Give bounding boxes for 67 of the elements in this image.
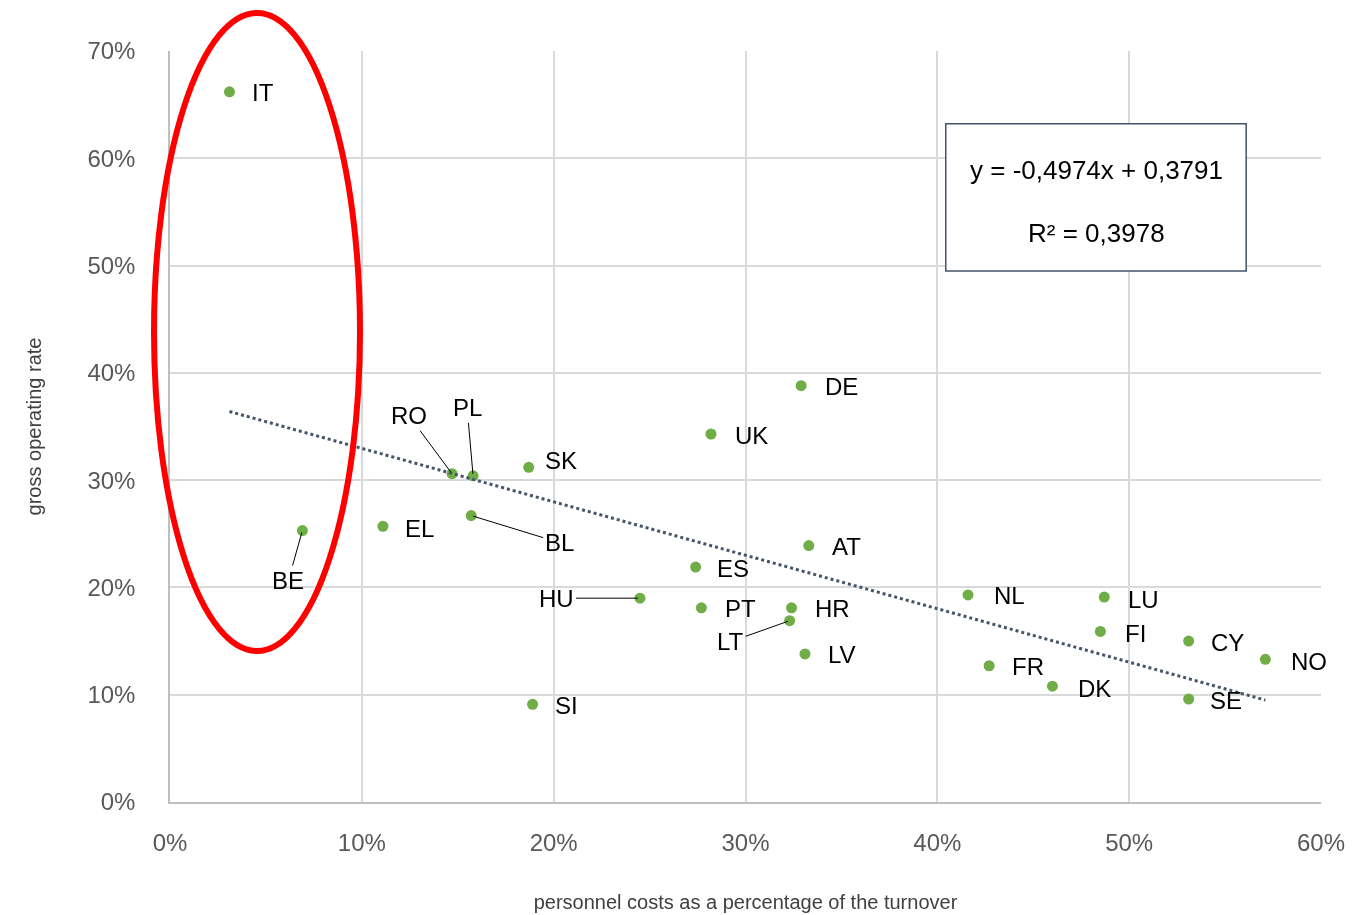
x-tick-label: 20% — [529, 828, 578, 856]
point — [690, 561, 702, 573]
point — [784, 615, 796, 627]
data-label: RO — [391, 402, 427, 429]
point — [296, 525, 308, 537]
data-label: LU — [1128, 586, 1159, 613]
data-label: CY — [1211, 629, 1245, 656]
data-label: ES — [717, 555, 750, 582]
data-label: BE — [272, 567, 305, 594]
point — [795, 380, 807, 392]
data-label: FR — [1012, 653, 1044, 680]
data-label: LV — [828, 641, 856, 668]
y-tick-label: 0% — [100, 788, 136, 816]
point — [223, 86, 235, 98]
data-label: HR — [815, 595, 850, 622]
point — [527, 698, 539, 710]
point — [1094, 625, 1106, 637]
point — [962, 589, 974, 601]
data-label: BL — [545, 529, 575, 556]
data-label: UK — [735, 422, 769, 449]
data-label: DK — [1078, 675, 1112, 702]
data-label: PL — [453, 394, 483, 421]
x-axis-title: personnel costs as a percentage of the turnover — [533, 890, 958, 913]
y-tick-label: 60% — [87, 144, 136, 172]
point — [705, 428, 717, 440]
data-label: NL — [994, 582, 1025, 609]
point — [523, 461, 535, 473]
point — [803, 540, 815, 552]
data-label: SI — [555, 692, 578, 719]
y-tick-label: 70% — [87, 37, 136, 65]
annotation: y = -0,4974x + 0,3791 — [970, 155, 1223, 185]
data-label: NO — [1291, 648, 1327, 675]
point — [1098, 591, 1110, 603]
point — [634, 592, 646, 604]
data-label: DE — [825, 373, 859, 400]
y-tick-label: 10% — [87, 681, 136, 709]
x-tick-label: 60% — [1296, 828, 1346, 856]
point — [799, 648, 811, 660]
point — [1046, 680, 1058, 692]
y-axis-title: gross operating rate — [23, 337, 46, 516]
point — [465, 510, 477, 522]
x-tick-label: 10% — [337, 828, 386, 856]
point — [377, 520, 389, 532]
point — [1259, 653, 1271, 665]
data-label: IT — [252, 79, 274, 106]
y-tick-label: 40% — [87, 359, 136, 387]
y-tick-label: 50% — [87, 251, 136, 279]
data-label: EL — [405, 515, 435, 542]
x-tick-label: 0% — [152, 828, 188, 856]
data-label: FI — [1125, 620, 1147, 647]
point — [786, 602, 798, 614]
point — [1183, 635, 1195, 647]
y-tick-label: 20% — [87, 573, 136, 601]
point — [1183, 693, 1195, 705]
y-tick-label: 30% — [87, 466, 136, 494]
x-tick-label: 50% — [1105, 828, 1154, 856]
x-tick-label: 30% — [721, 828, 770, 856]
point — [695, 602, 707, 614]
data-label: AT — [832, 533, 862, 560]
data-label: SE — [1210, 687, 1243, 714]
annotation: R² = 0,3978 — [1028, 218, 1165, 248]
x-tick-label: 40% — [913, 828, 962, 856]
data-label: PT — [725, 595, 757, 622]
point — [983, 660, 995, 672]
data-label: SK — [545, 447, 578, 474]
data-label: LT — [717, 628, 744, 655]
data-label: HU — [539, 585, 574, 612]
